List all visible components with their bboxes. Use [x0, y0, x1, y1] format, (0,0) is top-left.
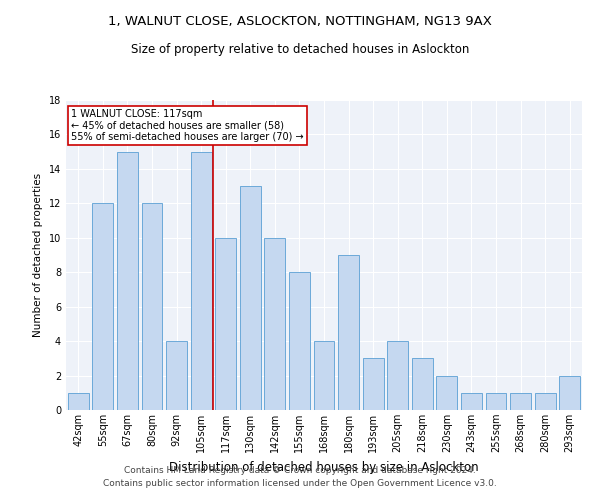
Bar	[362, 358, 383, 410]
Text: 1, WALNUT CLOSE, ASLOCKTON, NOTTINGHAM, NG13 9AX: 1, WALNUT CLOSE, ASLOCKTON, NOTTINGHAM, …	[108, 15, 492, 28]
Text: Contains HM Land Registry data © Crown copyright and database right 2024.
Contai: Contains HM Land Registry data © Crown c…	[103, 466, 497, 487]
Bar	[240, 186, 261, 410]
Bar	[191, 152, 212, 410]
Bar	[338, 255, 359, 410]
Bar	[485, 393, 506, 410]
Bar	[559, 376, 580, 410]
Bar	[461, 393, 482, 410]
X-axis label: Distribution of detached houses by size in Aslockton: Distribution of detached houses by size …	[169, 460, 479, 473]
Bar	[166, 341, 187, 410]
Bar	[436, 376, 457, 410]
Bar	[92, 204, 113, 410]
Bar	[215, 238, 236, 410]
Text: 1 WALNUT CLOSE: 117sqm
← 45% of detached houses are smaller (58)
55% of semi-det: 1 WALNUT CLOSE: 117sqm ← 45% of detached…	[71, 110, 304, 142]
Bar	[314, 341, 334, 410]
Bar	[510, 393, 531, 410]
Bar	[289, 272, 310, 410]
Bar	[535, 393, 556, 410]
Y-axis label: Number of detached properties: Number of detached properties	[33, 173, 43, 337]
Bar	[265, 238, 286, 410]
Text: Size of property relative to detached houses in Aslockton: Size of property relative to detached ho…	[131, 42, 469, 56]
Bar	[68, 393, 89, 410]
Bar	[387, 341, 408, 410]
Bar	[117, 152, 138, 410]
Bar	[412, 358, 433, 410]
Bar	[142, 204, 163, 410]
